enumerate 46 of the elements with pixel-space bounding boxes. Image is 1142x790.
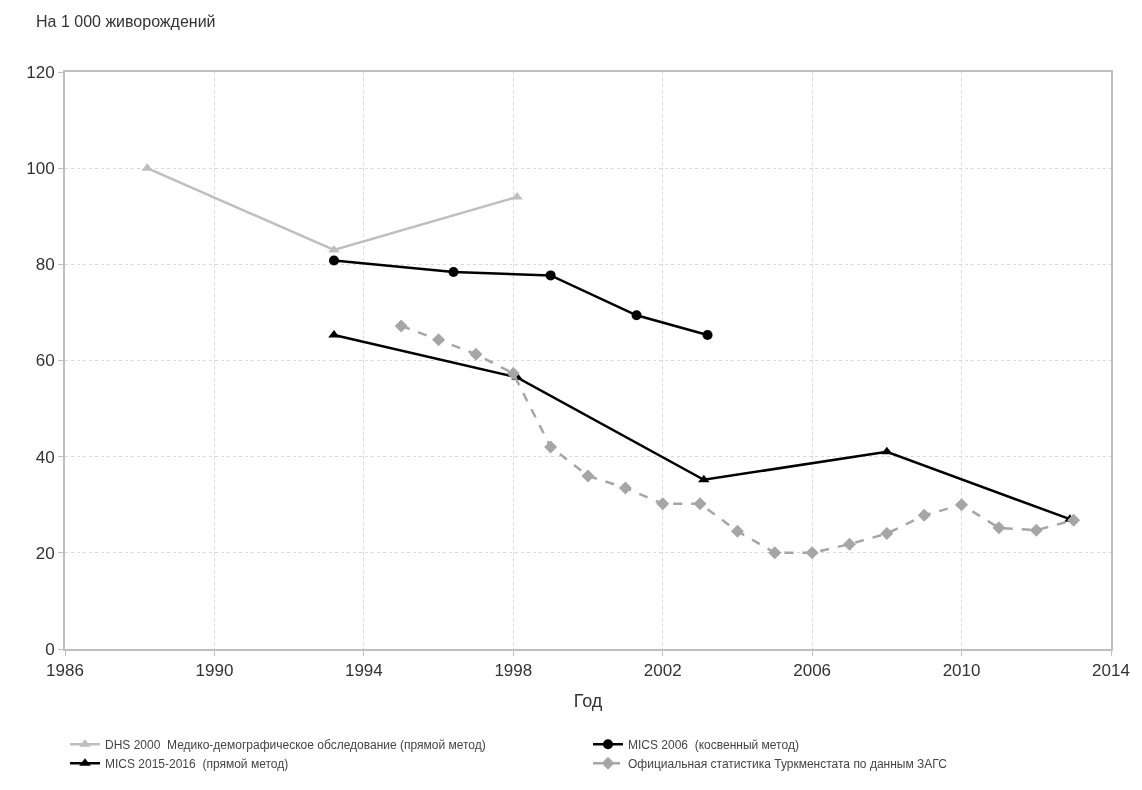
y-tick-label: 80	[35, 255, 55, 275]
point	[805, 546, 819, 560]
x-tick-label: 1986	[46, 661, 84, 681]
point	[1029, 523, 1043, 537]
point	[1067, 513, 1081, 527]
point	[955, 498, 969, 512]
x-tick-label: 2006	[793, 661, 832, 681]
x-tick-label: 2010	[942, 661, 981, 681]
point	[768, 546, 782, 560]
x-tick-label: 1990	[195, 661, 234, 681]
point	[730, 524, 744, 538]
y-axis-title: На 1 000 живорождений	[36, 13, 216, 30]
point	[693, 497, 707, 511]
point	[545, 270, 556, 281]
point	[581, 469, 595, 483]
point	[544, 440, 558, 454]
y-tick-label: 100	[26, 159, 55, 179]
legend-label: Официальная статистика Туркменстата по данным ЗАГС	[628, 756, 948, 771]
x-tick-label: 2014	[1092, 661, 1130, 681]
x-tick-label: 1998	[494, 661, 533, 681]
y-tick-label: 40	[35, 447, 55, 467]
y-tick-label: 60	[35, 351, 55, 371]
legend-label: DHS 2000 Медико-демографическое обследование (прямой метод)	[105, 737, 486, 752]
point	[394, 319, 408, 333]
y-tick-label: 120	[26, 62, 55, 82]
legend-label: MICS 2006 (косвенный метод)	[628, 737, 799, 752]
x-tick-label: 1994	[344, 661, 383, 681]
y-tick-label: 0	[45, 639, 55, 659]
point	[702, 330, 713, 341]
point	[880, 527, 894, 541]
point	[843, 537, 856, 551]
point	[992, 521, 1006, 535]
point	[631, 310, 642, 321]
point	[698, 474, 710, 483]
y-tick-label: 20	[35, 543, 55, 563]
point	[917, 508, 931, 522]
point	[432, 333, 446, 347]
point	[448, 267, 459, 278]
point	[328, 255, 339, 266]
point	[469, 347, 483, 361]
legend-label: MICS 2015-2016 (прямой метод)	[105, 756, 289, 771]
point	[506, 366, 520, 380]
x-tick-label: 2002	[643, 661, 682, 681]
point	[618, 481, 632, 495]
point	[656, 497, 670, 511]
x-axis-title: Год	[573, 691, 603, 711]
